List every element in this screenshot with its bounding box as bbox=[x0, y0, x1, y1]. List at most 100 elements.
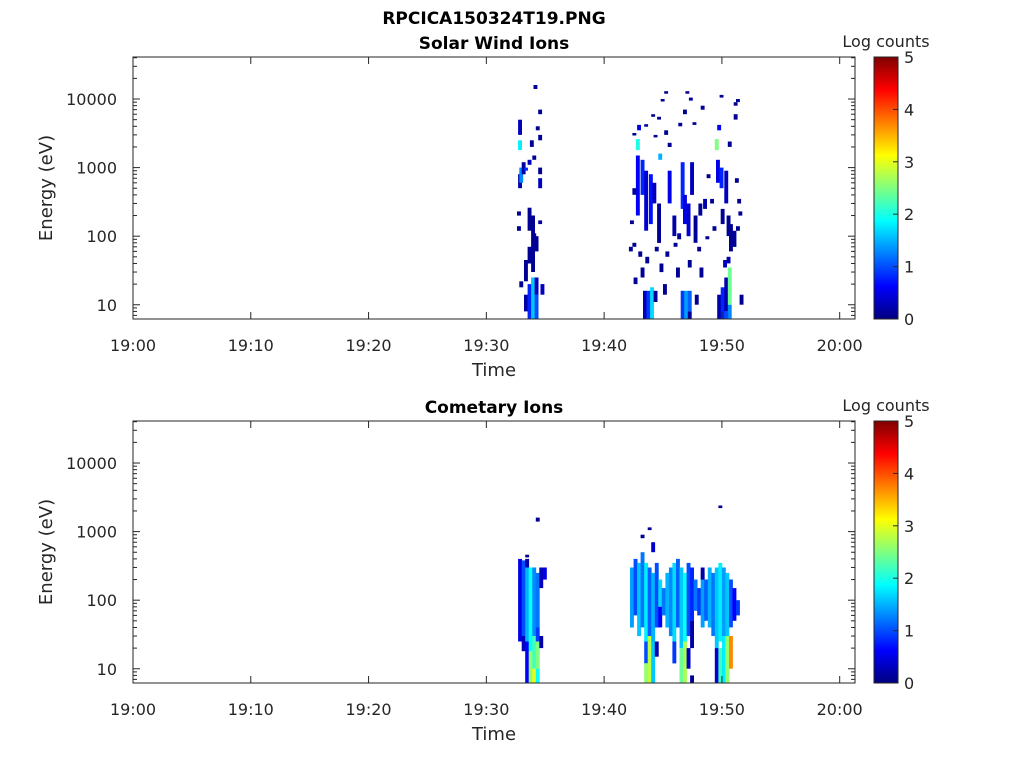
heatmap-cell bbox=[732, 588, 737, 621]
heatmap-cell bbox=[643, 290, 647, 319]
heatmap-cell bbox=[679, 567, 684, 649]
heatmap-cell bbox=[647, 567, 652, 637]
heatmap-cell bbox=[736, 600, 740, 616]
heatmap-cell bbox=[632, 242, 637, 247]
heatmap-cell bbox=[690, 675, 694, 683]
heatmap-cell bbox=[727, 141, 732, 147]
heatmap-cell bbox=[527, 207, 532, 231]
heatmap-cell bbox=[531, 277, 535, 319]
heatmap-cell bbox=[683, 194, 687, 225]
heatmap-cell bbox=[703, 198, 707, 209]
x-tick-label: 19:30 bbox=[463, 700, 509, 719]
heatmap-cell bbox=[733, 114, 738, 120]
heatmap-cell bbox=[646, 290, 651, 319]
heatmap-cell bbox=[535, 517, 540, 522]
heatmap-cell bbox=[535, 126, 540, 131]
heatmap-cell bbox=[538, 109, 543, 115]
colorbar-tick-label: 5 bbox=[904, 412, 914, 431]
heatmap-cell bbox=[527, 159, 532, 165]
colorbar-tick-label: 2 bbox=[904, 569, 914, 588]
heatmap-cell bbox=[524, 294, 528, 312]
heatmap-cell bbox=[658, 579, 663, 607]
y-tick-label: 10000 bbox=[66, 90, 117, 109]
heatmap-cell bbox=[540, 284, 545, 295]
heatmap-cell bbox=[527, 246, 532, 264]
x-tick-label: 19:50 bbox=[699, 700, 745, 719]
x-tick-label: 20:00 bbox=[817, 700, 863, 719]
heatmap-cell bbox=[687, 260, 692, 268]
heatmap-cell bbox=[686, 648, 691, 669]
heatmap-cell bbox=[680, 290, 685, 319]
heatmap-cell bbox=[685, 91, 690, 94]
heatmap-cell bbox=[665, 251, 670, 257]
heatmap-cell bbox=[714, 139, 719, 151]
heatmap-cell bbox=[651, 542, 656, 553]
colorbar-tick-label: 5 bbox=[904, 48, 914, 67]
heatmap-cell bbox=[717, 294, 722, 319]
heatmap-cell bbox=[637, 124, 641, 131]
heatmap-cell bbox=[644, 124, 649, 127]
heatmap-cell bbox=[532, 668, 537, 683]
heatmap-cell bbox=[665, 572, 670, 628]
heatmap-cell bbox=[654, 562, 659, 628]
heatmap-cell bbox=[525, 558, 530, 568]
heatmap-cell bbox=[638, 251, 643, 257]
heatmap-cell bbox=[518, 140, 522, 151]
heatmap-cell bbox=[645, 256, 650, 264]
colorbar-tick-label: 0 bbox=[904, 674, 914, 693]
heatmap-cell bbox=[729, 579, 733, 628]
heatmap-cell bbox=[538, 134, 543, 141]
heatmap-cell bbox=[719, 94, 724, 98]
heatmap-cell bbox=[644, 562, 649, 642]
y-tick-label: 100 bbox=[86, 591, 117, 610]
x-tick-label: 20:00 bbox=[817, 336, 863, 355]
heatmap-cell bbox=[726, 256, 731, 264]
colorbar-tick-label: 3 bbox=[904, 517, 914, 536]
y-axis-label: Energy (eV) bbox=[36, 135, 57, 241]
heatmap-cell bbox=[527, 284, 532, 319]
y-tick-label: 1000 bbox=[76, 523, 117, 542]
colorbar-gradient bbox=[873, 56, 899, 320]
heatmap-cell bbox=[538, 178, 543, 189]
heatmap-cell bbox=[697, 246, 702, 252]
heatmap-cell bbox=[531, 215, 535, 272]
heatmap-cell bbox=[724, 170, 729, 204]
x-axis-label: Time bbox=[471, 360, 516, 381]
heatmap-cell bbox=[733, 102, 738, 106]
heatmap-cell bbox=[519, 167, 524, 183]
heatmap-cell bbox=[640, 534, 645, 539]
heatmap-cell bbox=[723, 260, 727, 268]
heatmap-cell bbox=[528, 567, 533, 652]
heatmap-cell bbox=[667, 170, 672, 204]
heatmap-cell bbox=[532, 636, 537, 669]
heatmap-cell bbox=[539, 636, 544, 649]
heatmap-cell bbox=[517, 211, 521, 216]
heatmap-cell bbox=[651, 641, 656, 683]
heatmap-cell bbox=[660, 99, 665, 102]
heatmap-cell bbox=[697, 588, 702, 616]
heatmap-cell bbox=[654, 641, 659, 657]
heatmap-cell bbox=[683, 641, 687, 683]
heatmap-cell bbox=[518, 119, 522, 135]
heatmap-cell bbox=[521, 162, 526, 175]
heatmap-cell bbox=[677, 233, 682, 240]
heatmap-cell bbox=[534, 294, 539, 319]
figure-title: RPCICA150324T19.PNG bbox=[382, 9, 605, 29]
colorbar: 0 1 2 3 4 5 bbox=[873, 48, 914, 329]
heatmap-cell bbox=[686, 203, 691, 237]
panel-title-cometary: Cometary Ions bbox=[425, 398, 564, 418]
heatmap-cell bbox=[525, 641, 530, 683]
x-tick-label: 19:10 bbox=[228, 700, 274, 719]
heatmap-cell bbox=[724, 277, 729, 312]
heatmap-cell bbox=[533, 85, 538, 89]
x-tick-label: 19:50 bbox=[699, 336, 745, 355]
x-tick-label: 19:10 bbox=[228, 336, 274, 355]
heatmap-cell bbox=[719, 167, 724, 189]
heatmap-cell bbox=[672, 562, 677, 642]
heatmap-cell bbox=[538, 167, 543, 175]
heatmap-cell bbox=[672, 215, 677, 237]
heatmap-cell bbox=[664, 91, 669, 94]
heatmap-cell bbox=[535, 627, 540, 642]
heatmap-cell bbox=[518, 558, 522, 642]
